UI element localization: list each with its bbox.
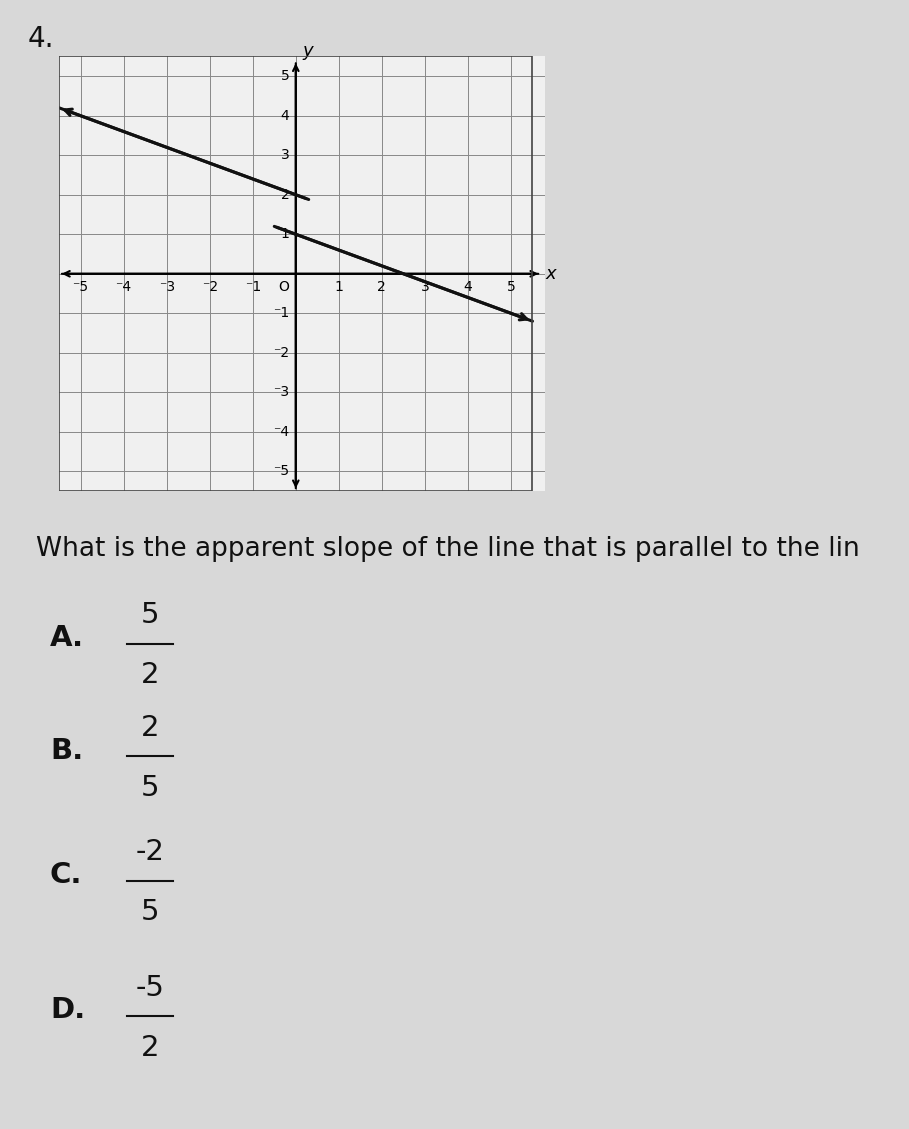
Text: 3: 3: [281, 148, 289, 163]
Text: 5: 5: [141, 602, 159, 629]
Text: ⁻5: ⁻5: [274, 464, 289, 479]
Text: 4: 4: [464, 280, 473, 294]
Text: ⁻2: ⁻2: [202, 280, 218, 294]
Text: x: x: [545, 265, 556, 282]
Text: 3: 3: [421, 280, 429, 294]
Text: 5: 5: [141, 774, 159, 802]
Text: 1: 1: [281, 227, 289, 242]
Text: ⁻1: ⁻1: [245, 280, 261, 294]
Text: ⁻3: ⁻3: [158, 280, 175, 294]
Text: 5: 5: [281, 69, 289, 84]
Text: C.: C.: [50, 861, 83, 889]
Text: 2: 2: [377, 280, 386, 294]
Text: 2: 2: [141, 715, 159, 742]
Text: 2: 2: [141, 662, 159, 689]
Text: 2: 2: [141, 1034, 159, 1061]
Text: 5: 5: [506, 280, 515, 294]
Text: -2: -2: [135, 839, 165, 866]
Text: ⁻4: ⁻4: [274, 425, 289, 439]
Text: -5: -5: [135, 974, 165, 1001]
Text: 4: 4: [281, 108, 289, 123]
Text: O: O: [278, 280, 289, 294]
Text: What is the apparent slope of the line that is parallel to the lin: What is the apparent slope of the line t…: [36, 536, 860, 562]
Text: ⁻3: ⁻3: [274, 385, 289, 400]
Text: 1: 1: [335, 280, 344, 294]
Text: ⁻2: ⁻2: [274, 345, 289, 360]
Text: 4.: 4.: [27, 25, 54, 53]
Text: ⁻1: ⁻1: [273, 306, 289, 321]
Text: ⁻5: ⁻5: [73, 280, 89, 294]
Text: y: y: [303, 43, 313, 60]
Text: A.: A.: [50, 624, 85, 651]
Text: B.: B.: [50, 737, 84, 764]
Text: 5: 5: [141, 899, 159, 926]
Text: D.: D.: [50, 997, 85, 1024]
Text: ⁻4: ⁻4: [115, 280, 132, 294]
Text: 2: 2: [281, 187, 289, 202]
